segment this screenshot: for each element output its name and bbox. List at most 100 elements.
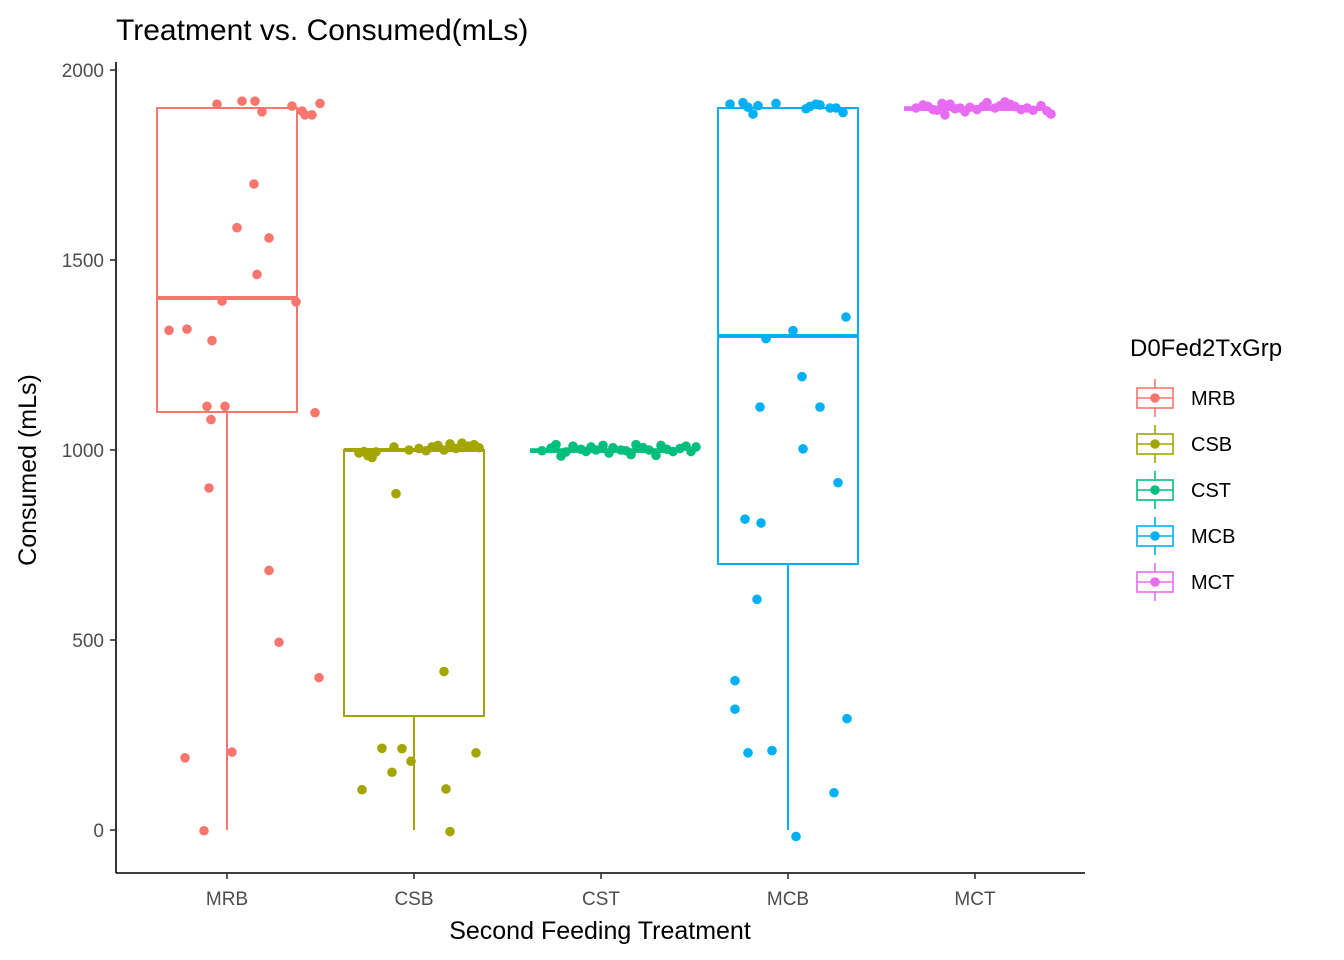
data-point xyxy=(389,442,399,452)
x-tick-label: CST xyxy=(582,889,620,910)
axes: 0 500 1000 1500 2000 MRB CSB CST MCB MCT xyxy=(62,61,1085,910)
y-tick-label: 500 xyxy=(72,631,104,652)
data-point xyxy=(1046,109,1056,119)
data-point xyxy=(227,747,237,757)
data-point xyxy=(406,756,416,767)
x-tick-label: CSB xyxy=(394,889,433,910)
data-point xyxy=(829,787,839,798)
data-point xyxy=(300,110,310,120)
data-point xyxy=(237,96,247,106)
data-point xyxy=(206,414,216,425)
data-point xyxy=(651,450,661,461)
data-point xyxy=(838,107,848,118)
legend-label: CST xyxy=(1191,480,1231,502)
data-point xyxy=(212,99,222,109)
data-point xyxy=(644,445,654,455)
data-point xyxy=(771,98,781,109)
data-point xyxy=(377,743,387,754)
data-point xyxy=(199,825,209,836)
data-point xyxy=(761,333,771,344)
data-point xyxy=(257,107,267,117)
data-point xyxy=(314,672,324,683)
legend-item-cst: CST xyxy=(1136,471,1231,509)
data-point xyxy=(202,401,212,412)
chart-title: Treatment vs. Consumed(mLs) xyxy=(116,14,528,47)
y-axis-title: Consumed (mLs) xyxy=(14,374,42,566)
data-point xyxy=(608,442,618,453)
data-point xyxy=(755,402,765,412)
data-point xyxy=(439,445,449,455)
data-point xyxy=(756,518,766,528)
data-point xyxy=(391,488,401,499)
data-point xyxy=(441,784,451,794)
legend-item-mcb: MCB xyxy=(1136,517,1235,555)
data-point xyxy=(833,477,843,488)
legend-item-mrb: MRB xyxy=(1136,379,1235,417)
box-group-cst xyxy=(530,439,701,461)
legend-title: D0Fed2TxGrp xyxy=(1130,335,1282,362)
data-point xyxy=(626,449,636,460)
legend-key-point xyxy=(1150,577,1160,587)
data-point xyxy=(788,325,798,336)
legend-key-point xyxy=(1150,439,1160,449)
data-point xyxy=(371,447,381,457)
data-point xyxy=(591,445,601,455)
data-point xyxy=(797,371,807,382)
data-point xyxy=(252,269,262,280)
data-point xyxy=(743,102,753,113)
legend-label: MCB xyxy=(1191,526,1235,548)
box xyxy=(156,107,298,413)
data-point xyxy=(798,444,808,454)
data-point xyxy=(307,110,317,120)
data-point xyxy=(752,594,762,605)
data-point xyxy=(310,407,320,418)
data-point xyxy=(404,445,414,455)
data-point xyxy=(568,441,578,452)
data-point xyxy=(207,335,217,346)
data-point xyxy=(831,103,841,113)
data-point xyxy=(740,514,750,524)
data-point xyxy=(937,98,947,109)
data-point xyxy=(691,442,701,452)
data-point xyxy=(264,565,274,576)
data-point xyxy=(217,296,227,306)
data-point xyxy=(767,745,777,756)
data-point xyxy=(182,324,192,334)
data-point xyxy=(537,445,547,456)
legend-label: CSB xyxy=(1191,434,1232,456)
data-point xyxy=(250,96,260,106)
data-point xyxy=(220,401,230,412)
data-point xyxy=(815,402,825,412)
data-point xyxy=(471,748,481,758)
y-tick-label: 2000 xyxy=(62,61,104,82)
legend-key-point xyxy=(1150,531,1160,541)
data-point xyxy=(180,753,190,763)
data-point xyxy=(164,325,174,336)
data-point xyxy=(842,713,852,724)
legend-label: MCT xyxy=(1191,572,1234,594)
legend-key-point xyxy=(1150,485,1160,495)
data-point xyxy=(815,100,825,110)
box xyxy=(343,449,485,717)
data-point xyxy=(291,297,301,307)
y-tick-label: 1500 xyxy=(62,251,104,272)
box-group-csb xyxy=(343,438,485,837)
legend-key-point xyxy=(1150,393,1160,403)
data-point xyxy=(474,442,484,453)
x-tick-label: MCT xyxy=(954,889,996,910)
data-point xyxy=(932,105,942,116)
x-tick-label: MCB xyxy=(767,889,809,910)
data-point xyxy=(232,222,242,233)
data-point xyxy=(551,439,561,450)
legend: MRB CSB CST MCB MCT xyxy=(1136,379,1235,601)
data-point xyxy=(725,99,735,109)
data-point xyxy=(287,101,297,111)
data-point xyxy=(445,826,455,837)
box-group-mrb xyxy=(156,96,325,836)
x-axis-title: Second Feeding Treatment xyxy=(449,917,751,945)
data-point xyxy=(204,483,214,493)
y-tick-label: 0 xyxy=(93,821,104,842)
data-point xyxy=(730,704,740,714)
data-point xyxy=(1028,105,1038,116)
